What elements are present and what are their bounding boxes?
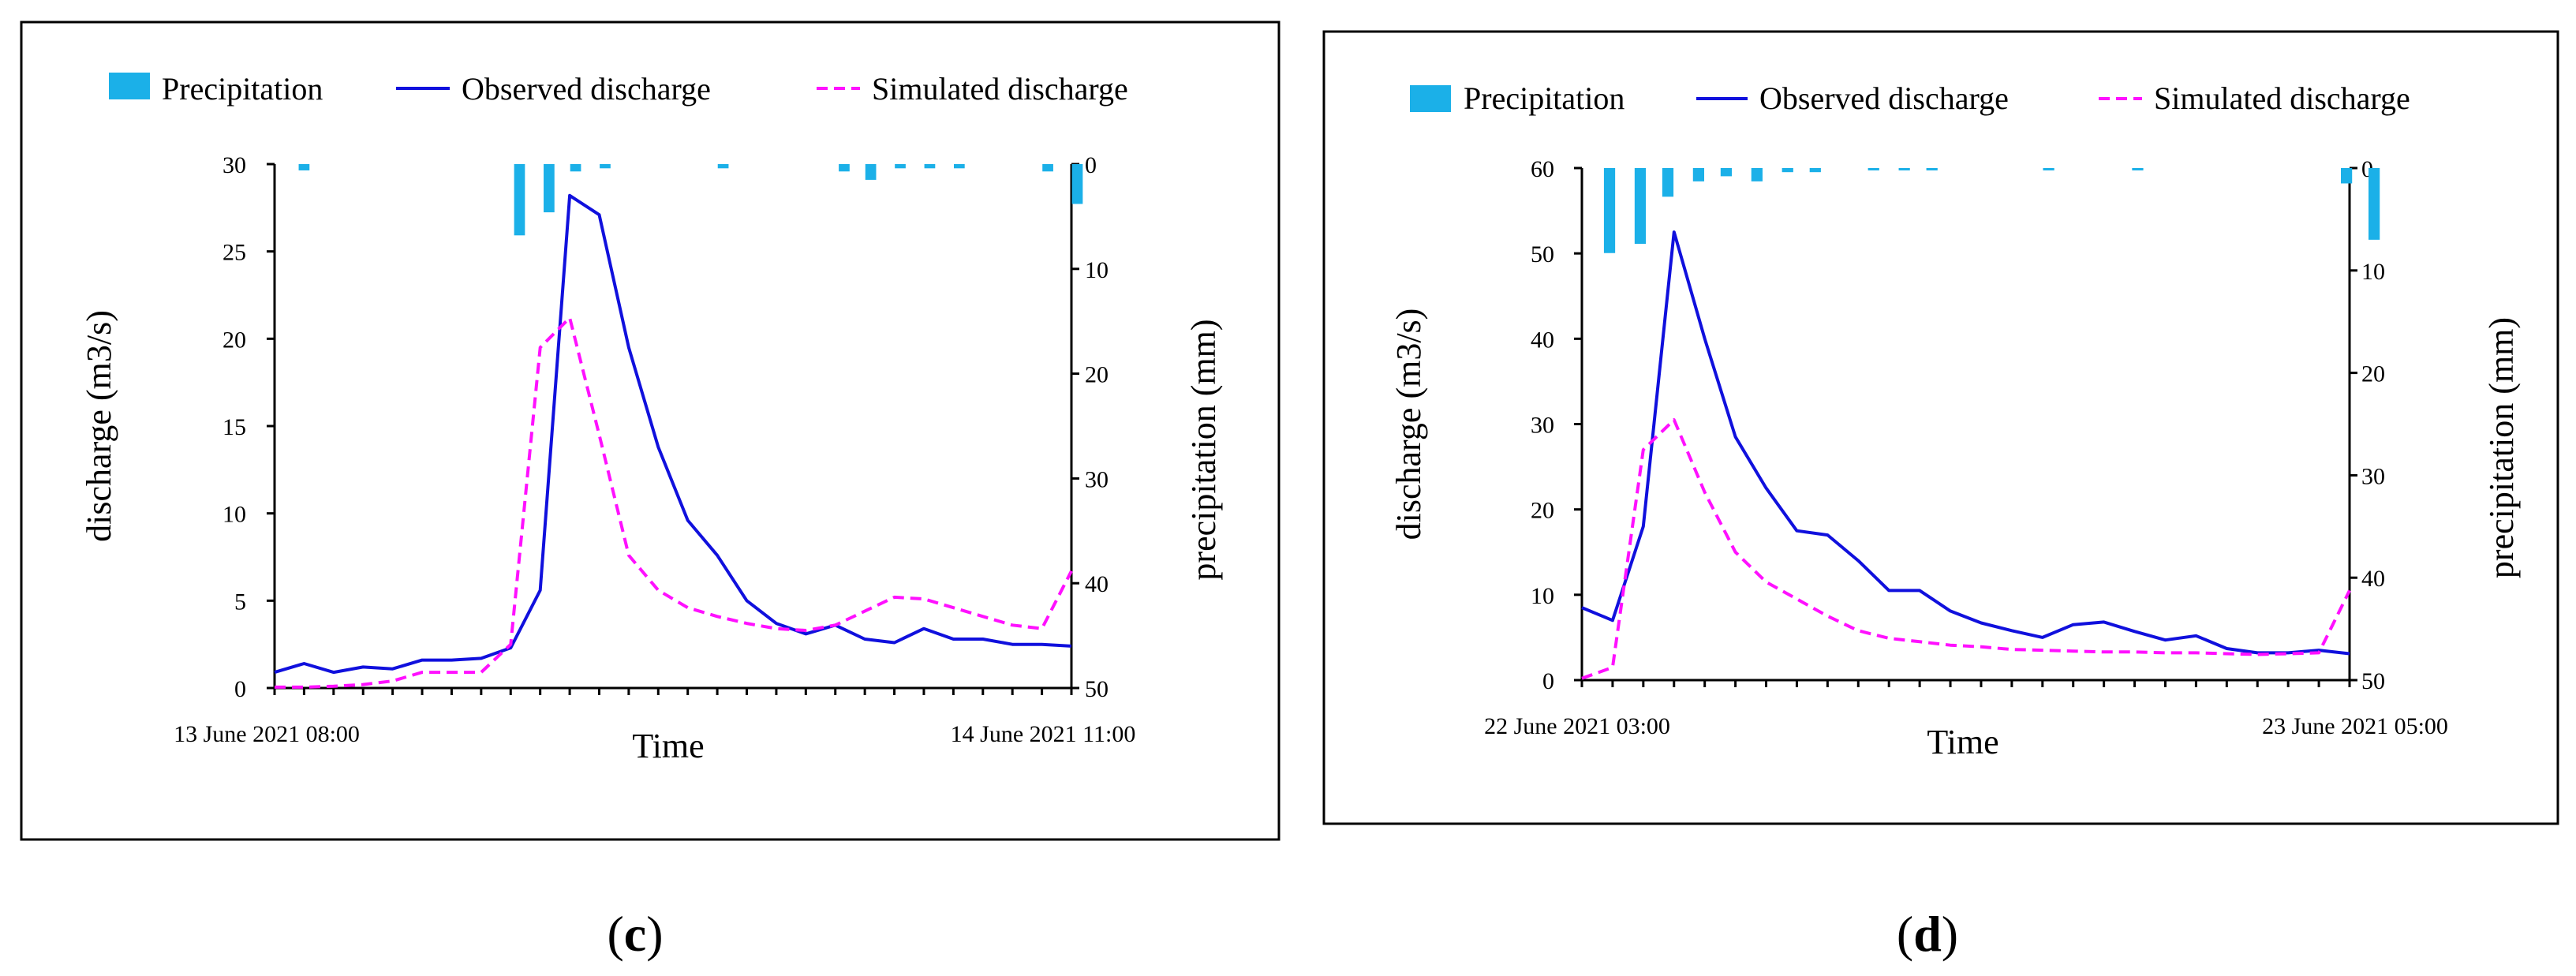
precipitation-bar (1603, 168, 1616, 253)
y-axis-label-left: discharge (m3/s) (1389, 309, 1428, 540)
y-tick-label-left: 25 (222, 240, 246, 266)
precipitation-bar (544, 164, 555, 213)
y-tick-label-left: 0 (234, 676, 246, 702)
y-tick-label-right: 50 (2361, 668, 2385, 694)
observed-discharge-line (1581, 230, 2350, 656)
x-start-label: 22 June 2021 03:00 (1484, 713, 1670, 739)
precipitation-bar (1071, 164, 1083, 204)
legend-simulated-label: Simulated discharge (872, 71, 1128, 107)
y-tick-label-left: 40 (1531, 327, 1554, 353)
x-start-label: 13 June 2021 08:00 (174, 721, 360, 747)
precipitation-bar (1898, 168, 1910, 170)
legend-observed-label: Observed discharge (462, 71, 711, 107)
y-tick-label-right: 30 (2361, 463, 2385, 489)
legend-precipitation-swatch (1410, 85, 1451, 112)
panel-d-frame (1322, 30, 2559, 825)
chart-panel-c: 0 5 10 15 20 25 30 0 10 20 30 40 50 discharge (m3/s) p… (80, 152, 1223, 765)
y-tick-label-left: 20 (222, 327, 246, 353)
precipitation-bar (2368, 168, 2380, 240)
precipitation-bar (2340, 168, 2353, 184)
precipitation-bar (514, 164, 525, 236)
panel-label-c: (c) (607, 906, 663, 962)
precipitation-bar (600, 164, 611, 169)
precipitation-bar (1634, 168, 1647, 245)
observed-discharge-line (274, 193, 1072, 675)
precipitation-bar (865, 164, 877, 180)
y-tick-label-right: 30 (1085, 466, 1109, 492)
x-axis-label: Time (632, 727, 704, 765)
precipitation-bar (1720, 168, 1733, 177)
legend-precipitation-label: Precipitation (1464, 80, 1624, 116)
legend-c: Precipitation Observed discharge Simulat… (109, 71, 1128, 107)
y-tick-label-left: 50 (1531, 241, 1554, 267)
precipitation-bar (1662, 168, 1674, 197)
y-tick-label-right: 10 (2361, 259, 2385, 285)
precipitation-bar (1692, 168, 1705, 181)
y-tick-label-right: 20 (1085, 362, 1109, 388)
y-tick-label-left: 30 (1531, 413, 1554, 439)
precipitation-bar (953, 164, 965, 169)
y-tick-label-right: 40 (1085, 571, 1109, 597)
y-tick-label-left: 30 (222, 152, 246, 178)
y-tick-label-left: 60 (1531, 156, 1554, 182)
precipitation-bar (2132, 168, 2144, 170)
y-tick-label-left: 0 (1542, 668, 1554, 694)
simulated-discharge-line (1581, 418, 2351, 680)
precipitation-bar (570, 164, 581, 172)
precipitation-bar (1809, 168, 1821, 173)
legend-precipitation-label: Precipitation (162, 71, 323, 107)
x-axis-label: Time (1927, 723, 1998, 761)
precipitation-bar (895, 164, 906, 169)
y-tick-label-left: 10 (1531, 583, 1554, 609)
precipitation-bar (1751, 168, 1763, 181)
y-axis-label-right: precipitation (mm) (1184, 319, 1223, 580)
panel-c-frame (20, 21, 1281, 841)
y-axis-label-right: precipitation (mm) (2482, 317, 2521, 578)
y-tick-label-right: 40 (2361, 566, 2385, 592)
legend-d: Precipitation Observed discharge Simulat… (1410, 80, 2410, 116)
y-tick-label-left: 20 (1531, 498, 1554, 524)
simulated-discharge-line (275, 316, 1073, 689)
y-tick-label-left: 5 (234, 589, 246, 615)
panel-letter-d: d (1913, 906, 1942, 962)
y-tick-label-right: 0 (1085, 152, 1097, 178)
y-tick-label-right: 50 (1085, 676, 1109, 702)
x-end-label: 14 June 2021 11:00 (951, 721, 1136, 747)
y-tick-label-right: 20 (2361, 361, 2385, 387)
y-tick-label-right: 10 (1085, 257, 1109, 283)
precipitation-bar (1782, 168, 1793, 173)
panel-letter-c: c (624, 906, 646, 962)
precipitation-bar (1868, 168, 1879, 170)
y-tick-label-left: 15 (222, 414, 246, 440)
x-end-label: 23 June 2021 05:00 (2262, 713, 2448, 739)
y-axis-label-left: discharge (m3/s) (80, 310, 118, 542)
legend-simulated-label: Simulated discharge (2154, 80, 2410, 116)
precipitation-bar (839, 164, 850, 172)
y-tick-label-left: 10 (222, 502, 246, 528)
legend-observed-label: Observed discharge (1759, 80, 2009, 116)
precipitation-bar (717, 164, 729, 169)
panel-label-d: (d) (1897, 906, 1958, 962)
legend-precipitation-swatch (109, 73, 150, 99)
precipitation-bar (1926, 168, 1938, 170)
precipitation-bar (298, 164, 310, 170)
precipitation-bar (2043, 168, 2054, 170)
precipitation-bar (1042, 164, 1053, 172)
precipitation-bar (924, 164, 936, 169)
